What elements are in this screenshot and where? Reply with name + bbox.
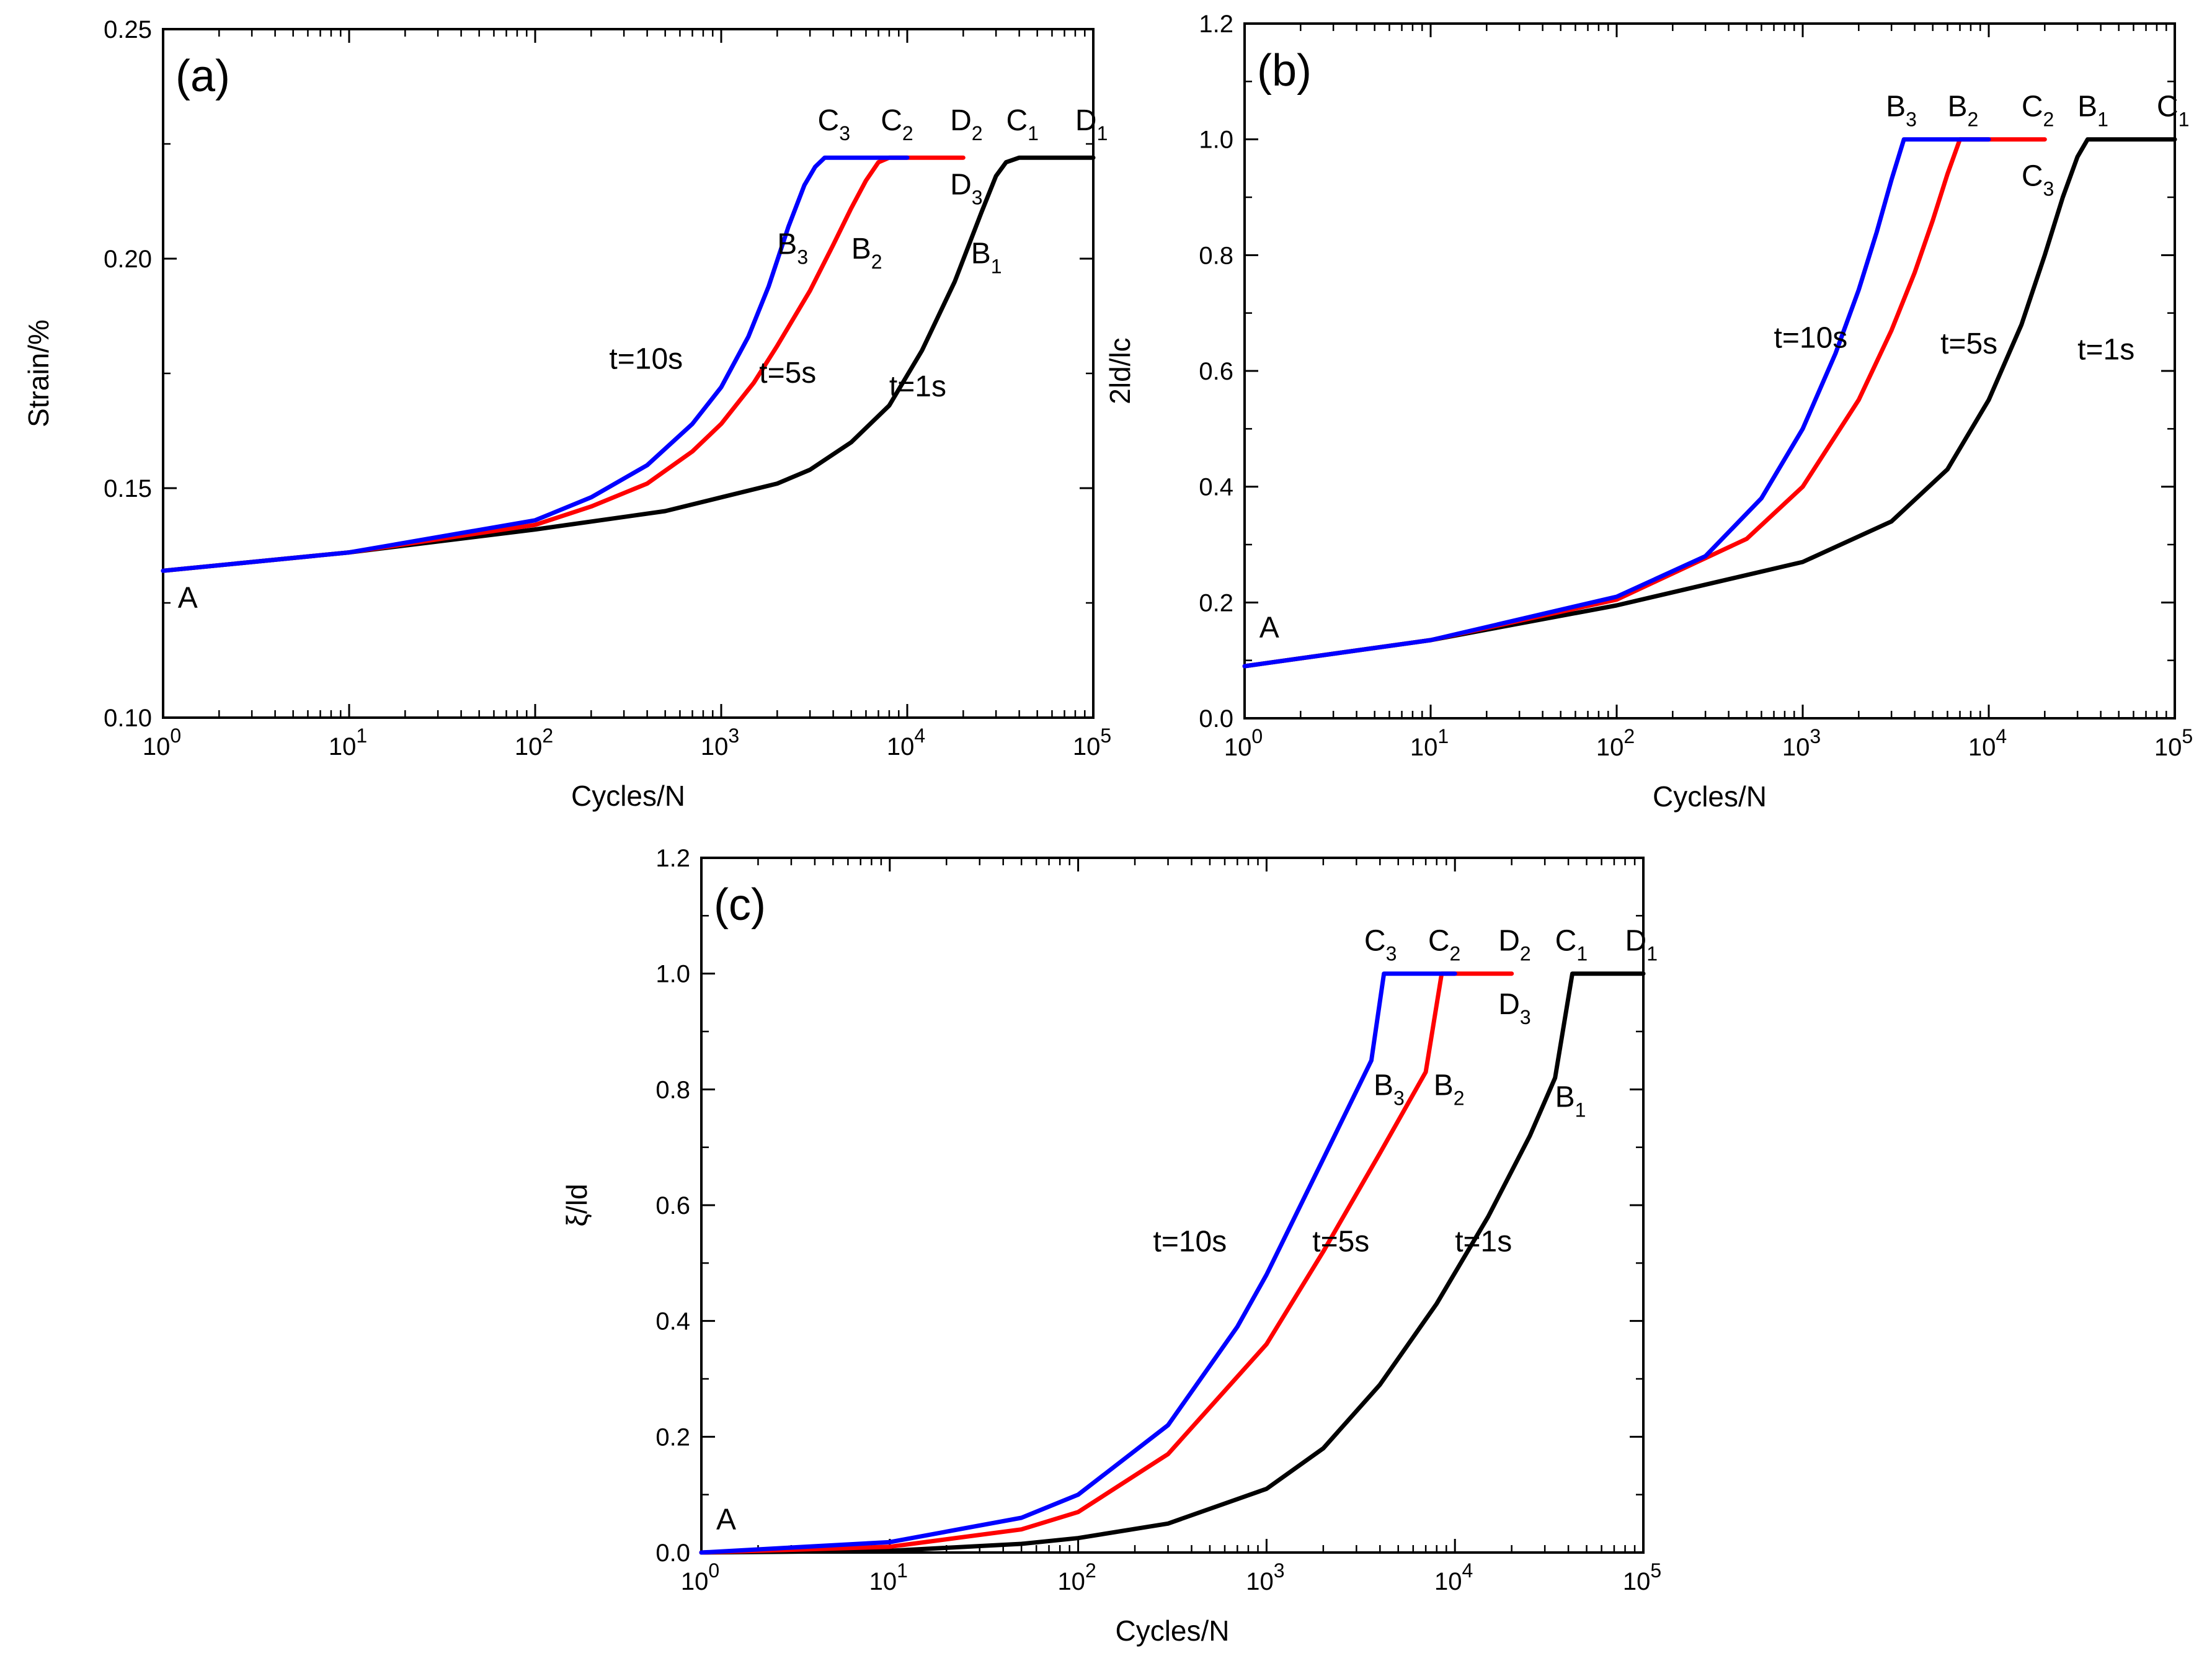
annotation-b: B3 (1886, 90, 1917, 130)
annotation-b: A (1259, 611, 1279, 644)
y-tick-label-c: 0.6 (655, 1192, 690, 1219)
annotation-a: t=1s (889, 370, 946, 403)
annotation-c: A (716, 1504, 736, 1536)
plot-frame-b (1243, 22, 2176, 720)
y-tick-label-c: 0.4 (655, 1308, 690, 1335)
annotation-c: D2 (1498, 924, 1530, 965)
series-line-t-10s-b (1242, 137, 1991, 669)
x-axis-label-c: Cycles/N (1115, 1615, 1229, 1647)
annotation-b: t=5s (1940, 328, 1997, 360)
y-tick-label-b: 0.2 (1199, 589, 1233, 617)
x-tick-label-c: 102 (1057, 1559, 1096, 1595)
annotation-a: t=5s (759, 357, 816, 390)
annotation-a: A (178, 581, 198, 614)
series-line-t-1s-b (1242, 137, 2177, 669)
panel-label-a: (a) (175, 51, 230, 101)
annotation-a: B1 (971, 237, 1002, 277)
annotation-c: C2 (1428, 924, 1460, 965)
y-axis-label-a: Strain/% (22, 319, 55, 427)
annotation-b: C1 (2157, 90, 2189, 130)
x-tick-label-c: 100 (681, 1559, 719, 1595)
series-line-t-5s-a (161, 155, 966, 573)
annotation-a: D3 (950, 168, 982, 208)
annotation-a: C2 (881, 104, 913, 145)
annotation-c: D1 (1625, 924, 1658, 965)
annotation-b: C2 (2022, 90, 2054, 130)
x-tick-label-b: 100 (1224, 725, 1263, 761)
x-tick-label-a: 102 (515, 724, 553, 760)
y-axis-label-c: ξ/ld (561, 1183, 593, 1226)
annotation-b: t=1s (2077, 333, 2134, 366)
panel-label-c: (c) (714, 880, 766, 930)
annotation-a: B2 (851, 233, 882, 273)
series-line-t-10s-c (699, 971, 1457, 1555)
x-tick-label-b: 103 (1782, 725, 1821, 761)
x-tick-label-a: 104 (887, 724, 925, 760)
y-tick-label-b: 0.4 (1199, 474, 1233, 501)
y-tick-label-c: 0.8 (655, 1076, 690, 1103)
annotation-c: B1 (1555, 1081, 1586, 1121)
panel-a: 100 101 102 103 104 105 0.10 0.15 0.20 0.25 Cycles… (22, 16, 1111, 812)
y-tick-label-c: 0.2 (655, 1424, 690, 1451)
y-tick-label-a: 0.20 (104, 246, 152, 273)
panel-label-b: (b) (1257, 46, 1312, 96)
panel-c: 100 101 102 103 104 105 0.0 0.2 0.4 0.6 0.8 1.0 1.2 C… (561, 845, 1661, 1647)
annotation-c: t=5s (1312, 1226, 1369, 1259)
series-line-t-5s-c (699, 971, 1514, 1555)
y-tick-label-b: 0.8 (1199, 242, 1233, 269)
y-tick-label-c: 0.0 (655, 1540, 690, 1567)
y-axis-label-b: 2ld/lc (1104, 337, 1136, 404)
x-tick-label-a: 105 (1073, 724, 1111, 760)
annotation-c: t=1s (1455, 1226, 1512, 1259)
annotation-a: t=10s (609, 343, 683, 376)
y-tick-label-b: 1.0 (1199, 127, 1233, 154)
x-tick-label-c: 104 (1434, 1559, 1473, 1595)
x-tick-label-c: 105 (1623, 1559, 1661, 1595)
annotation-c: B3 (1374, 1069, 1405, 1110)
series-line-t-1s-c (699, 971, 1646, 1555)
annotation-c: C1 (1555, 924, 1588, 965)
y-tick-label-a: 0.15 (104, 475, 152, 502)
y-tick-label-b: 0.0 (1199, 705, 1233, 733)
x-axis-label-a: Cycles/N (571, 780, 685, 812)
series-line-t-1s-a (161, 155, 1096, 573)
panel-b: 100 101 102 103 104 105 0.0 0.2 0.4 0.6 0.8 1.0 1.2 C… (1104, 11, 2193, 813)
annotation-c: D3 (1498, 988, 1530, 1028)
annotation-c: t=10s (1153, 1226, 1227, 1259)
annotation-c: B2 (1434, 1069, 1465, 1110)
x-tick-label-b: 102 (1596, 725, 1635, 761)
x-tick-label-c: 103 (1246, 1559, 1284, 1595)
y-tick-label-b: 0.6 (1199, 358, 1233, 385)
annotation-b: B1 (2077, 90, 2108, 130)
y-tick-label-c: 1.0 (655, 961, 690, 988)
annotation-a: D1 (1075, 104, 1108, 145)
x-tick-label-b: 104 (1968, 725, 2007, 761)
annotation-c: C3 (1364, 924, 1397, 965)
x-tick-label-a: 100 (143, 724, 181, 760)
y-tick-label-a: 0.10 (104, 705, 152, 732)
x-tick-label-c: 101 (869, 1559, 908, 1595)
x-tick-label-a: 101 (329, 724, 367, 760)
annotation-a: C1 (1006, 104, 1038, 145)
annotation-b: C3 (2022, 159, 2054, 200)
y-tick-label-b: 1.2 (1199, 11, 1233, 38)
annotation-b: t=10s (1774, 322, 1848, 355)
y-tick-label-c: 1.2 (655, 845, 690, 872)
series-line-t-5s-b (1242, 137, 2047, 669)
x-tick-label-b: 101 (1410, 725, 1449, 761)
x-tick-label-a: 103 (701, 724, 739, 760)
x-tick-label-b: 105 (2154, 725, 2193, 761)
annotation-a: B3 (777, 228, 808, 269)
annotation-b: B2 (1947, 90, 1978, 130)
annotation-a: C3 (818, 104, 850, 145)
y-tick-label-a: 0.25 (104, 16, 152, 43)
annotation-a: D2 (950, 104, 982, 145)
series-line-t-10s-a (161, 155, 910, 573)
x-axis-label-b: Cycles/N (1653, 780, 1767, 813)
